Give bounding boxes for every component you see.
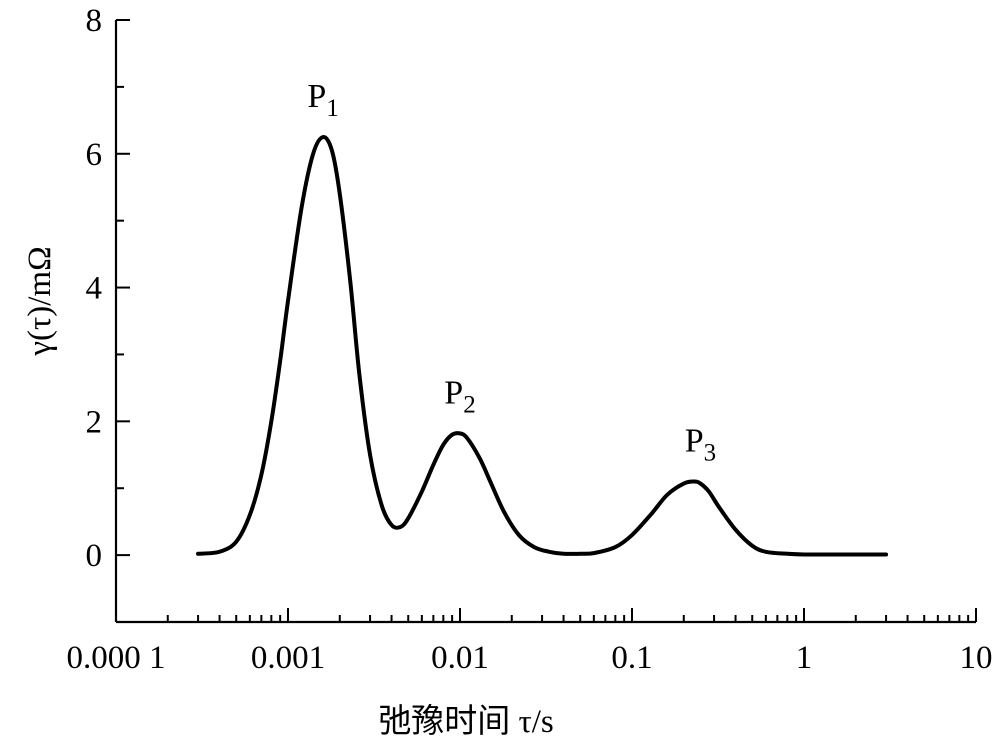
x-tick-label: 1 — [796, 640, 813, 676]
x-tick-label: 0.001 — [251, 640, 325, 676]
y-axis-title: γ(τ)/mΩ — [22, 246, 58, 356]
axes — [114, 20, 976, 624]
x-tick-label: 10 — [960, 640, 993, 676]
series-line — [196, 135, 889, 557]
peak-label: P1 — [307, 78, 338, 122]
ticks — [115, 19, 977, 622]
y-tick-label: 0 — [86, 538, 103, 574]
x-tick-label: 0.01 — [431, 640, 489, 676]
y-tick-label: 4 — [86, 271, 103, 307]
x-axis-title: 弛豫时间 τ/s — [378, 703, 554, 740]
peak-label: P3 — [685, 423, 716, 467]
plot-area — [196, 135, 889, 557]
tick-labels: 0 2 4 6 8 0.000 1 0.001 0.01 0.1 1 10 — [67, 3, 993, 676]
x-tick-label: 0.000 1 — [67, 640, 166, 676]
axis-titles: 弛豫时间 τ/s γ(τ)/mΩ — [22, 246, 554, 740]
peak-label: P2 — [444, 374, 475, 418]
y-tick-label: 8 — [86, 3, 103, 39]
y-tick-label: 6 — [86, 137, 103, 173]
peak-annotations: P1 P2 P3 — [307, 78, 716, 466]
y-tick-label: 2 — [86, 404, 103, 440]
x-tick-label: 0.1 — [611, 640, 652, 676]
